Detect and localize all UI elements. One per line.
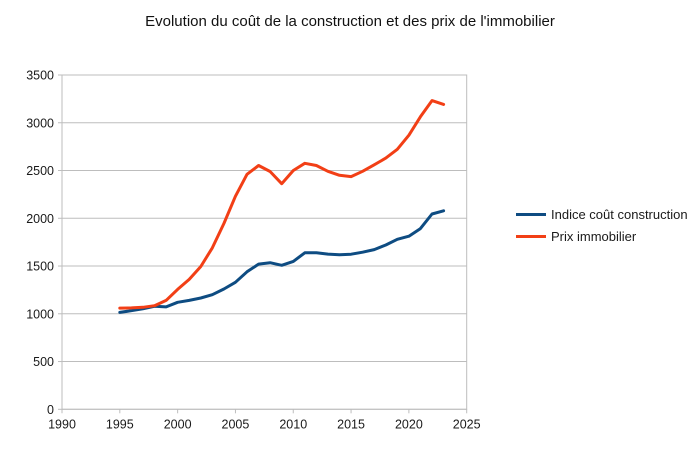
chart-title: Evolution du coût de la construction et …	[145, 13, 555, 30]
svg-text:2025: 2025	[453, 417, 481, 431]
svg-text:2015: 2015	[337, 417, 365, 431]
legend-item-construction: Indice coût construction	[516, 205, 688, 223]
svg-text:2000: 2000	[164, 417, 192, 431]
svg-text:2500: 2500	[26, 164, 54, 178]
svg-text:2000: 2000	[26, 212, 54, 226]
legend-line-icon-immobilier	[516, 234, 546, 238]
svg-text:1500: 1500	[26, 260, 54, 274]
legend-label-immobilier: Prix immobilier	[551, 228, 637, 244]
svg-text:3000: 3000	[26, 116, 54, 130]
svg-text:2020: 2020	[395, 417, 423, 431]
svg-text:500: 500	[33, 355, 54, 369]
svg-text:1990: 1990	[48, 417, 76, 431]
legend: Indice coût construction Prix immobilier	[516, 205, 688, 245]
svg-text:1000: 1000	[26, 307, 54, 321]
svg-text:1995: 1995	[106, 417, 134, 431]
svg-text:2010: 2010	[279, 417, 307, 431]
legend-label-construction: Indice coût construction	[551, 206, 688, 222]
legend-item-immobilier: Prix immobilier	[516, 227, 688, 245]
svg-text:0: 0	[47, 403, 54, 417]
svg-text:3500: 3500	[26, 69, 54, 83]
legend-line-icon-construction	[516, 212, 546, 216]
svg-text:2005: 2005	[222, 417, 250, 431]
